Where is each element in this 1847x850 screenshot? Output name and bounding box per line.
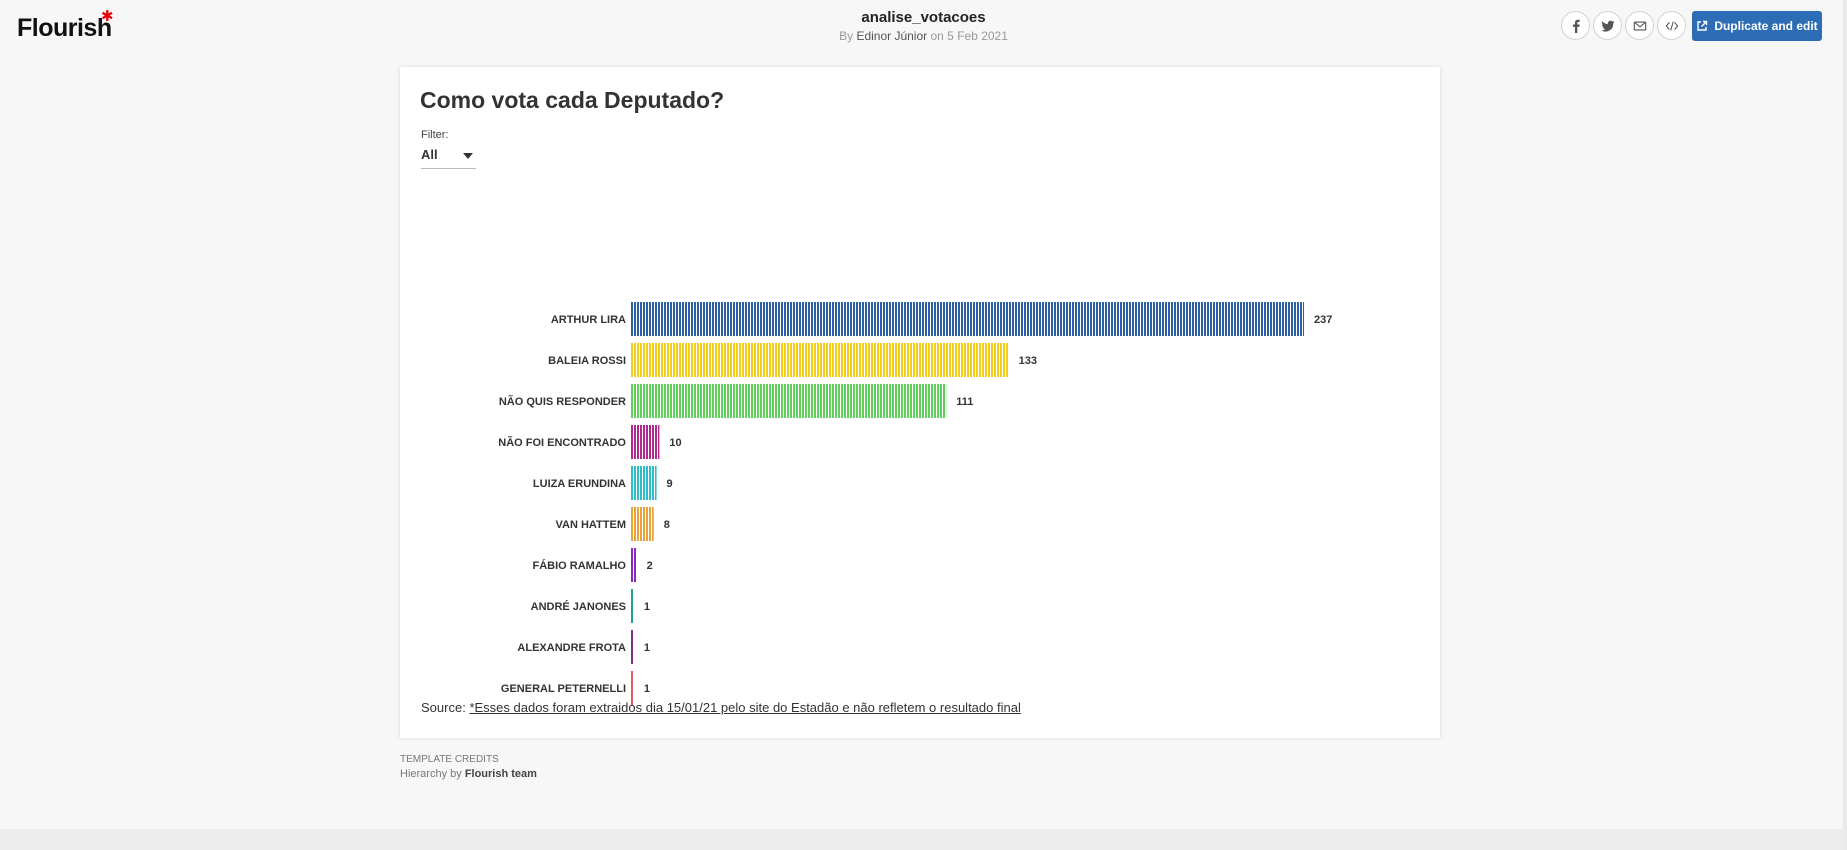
category-label-andre-janones: ANDRÉ JANONES (531, 600, 626, 613)
source-prefix: Source: (421, 700, 466, 715)
visualisation-header: analise_votacoes By Edinor Júnior on 5 F… (0, 9, 1847, 43)
bar-general-peternelli[interactable] (631, 671, 634, 705)
byline-prefix: By (839, 29, 854, 43)
credits-line: Hierarchy by Flourish team (400, 768, 537, 780)
bar-fabio-ramalho[interactable] (631, 548, 637, 582)
bar-alexandre-frota[interactable] (631, 630, 634, 664)
publish-date: on 5 Feb 2021 (930, 29, 1008, 43)
byline: By Edinor Júnior on 5 Feb 2021 (0, 29, 1847, 43)
embed-code-button[interactable] (1657, 11, 1686, 40)
visualisation-title: analise_votacoes (861, 9, 986, 26)
share-facebook-button[interactable] (1561, 11, 1590, 40)
bar-baleia-rossi[interactable] (631, 343, 1009, 377)
logo-star-icon: ✱ (101, 8, 114, 25)
value-label-luiza-erundina: 9 (667, 478, 673, 490)
value-label-nao-quis-responder: 111 (956, 396, 973, 408)
flourish-logo[interactable]: Flourish (17, 14, 112, 42)
source-note: Source: *Esses dados foram extraidos dia… (421, 700, 1021, 715)
credits-team-link[interactable]: Flourish team (464, 768, 537, 780)
bar-nao-foi-encontrado[interactable] (631, 425, 660, 459)
category-label-arthur-lira: ARTHUR LIRA (551, 314, 626, 326)
bar-arthur-lira[interactable] (631, 302, 1304, 336)
credits-prefix: Hierarchy by (400, 768, 462, 780)
duplicate-and-edit-button[interactable]: Duplicate and edit (1692, 11, 1822, 41)
bar-chart: ARTHUR LIRA 237 BALEIA ROSSI 133 NÃO QUIS RE… (498, 302, 1332, 705)
category-label-alexandre-frota: ALEXANDRE FROTA (517, 642, 626, 654)
facebook-icon (1572, 19, 1580, 33)
duplicate-label: Duplicate and edit (1714, 19, 1818, 33)
category-label-nao-foi-encontrado: NÃO FOI ENCONTRADO (498, 436, 626, 449)
chart-title: Como vota cada Deputado? (420, 87, 725, 113)
top-bar: Flourish ✱ analise_votacoes By Edinor Jú… (0, 0, 1847, 56)
category-label-nao-quis-responder: NÃO QUIS RESPONDER (499, 395, 626, 408)
visualisation-card: Como vota cada Deputado? Filter: All ART… (400, 67, 1440, 738)
external-link-icon (1697, 20, 1708, 31)
bar-van-hattem[interactable] (631, 507, 654, 541)
author-link[interactable]: Edinor Júnior (856, 29, 928, 43)
category-label-fabio-ramalho: FÁBIO RAMALHO (533, 559, 627, 572)
bar-andre-janones[interactable] (631, 589, 634, 623)
credits-heading: TEMPLATE CREDITS (400, 754, 499, 765)
value-label-fabio-ramalho: 2 (647, 560, 653, 572)
share-email-button[interactable] (1625, 11, 1654, 40)
chevron-down-icon (463, 153, 473, 159)
twitter-icon (1600, 20, 1615, 32)
category-label-luiza-erundina: LUIZA ERUNDINA (533, 478, 626, 490)
value-label-baleia-rossi: 133 (1019, 355, 1037, 367)
value-label-van-hattem: 8 (664, 519, 670, 531)
value-label-nao-foi-encontrado: 10 (669, 437, 681, 449)
bar-nao-quis-responder[interactable] (631, 384, 947, 418)
filter-selected-value: All (421, 147, 438, 162)
email-icon (1633, 20, 1646, 31)
share-twitter-button[interactable] (1593, 11, 1622, 40)
value-label-andre-janones: 1 (644, 601, 650, 613)
value-label-general-peternelli: 1 (644, 683, 650, 695)
value-label-alexandre-frota: 1 (644, 642, 650, 654)
scrollbar-track[interactable] (1843, 0, 1847, 850)
filter-dropdown[interactable]: All (421, 145, 476, 169)
filter-label: Filter: (421, 129, 449, 141)
footer-band (0, 829, 1847, 850)
category-label-general-peternelli: GENERAL PETERNELLI (501, 683, 626, 695)
bar-luiza-erundina[interactable] (631, 466, 657, 500)
embed-icon (1665, 20, 1678, 31)
category-label-baleia-rossi: BALEIA ROSSI (548, 355, 626, 367)
category-label-van-hattem: VAN HATTEM (556, 519, 626, 531)
template-credits: TEMPLATE CREDITS Hierarchy by Flourish t… (400, 754, 537, 780)
value-label-arthur-lira: 237 (1314, 314, 1332, 326)
source-link[interactable]: *Esses dados foram extraidos dia 15/01/2… (469, 700, 1021, 715)
